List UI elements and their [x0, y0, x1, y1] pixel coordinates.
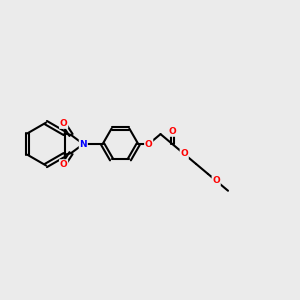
Text: O: O	[212, 176, 220, 185]
Text: O: O	[60, 160, 68, 169]
Text: O: O	[180, 149, 188, 158]
Text: O: O	[60, 119, 68, 128]
Text: N: N	[80, 140, 87, 148]
Text: O: O	[169, 127, 176, 136]
Text: O: O	[145, 140, 153, 148]
